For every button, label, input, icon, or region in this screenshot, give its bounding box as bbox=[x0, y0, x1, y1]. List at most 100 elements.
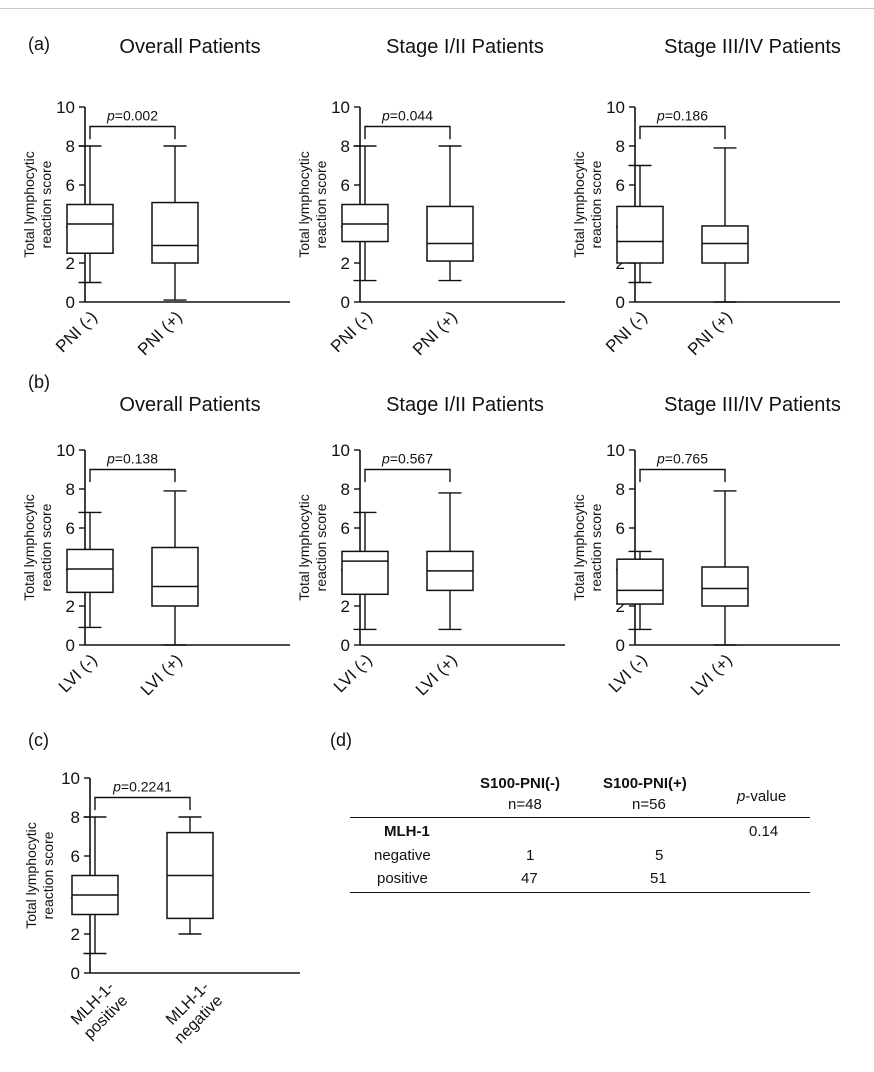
p-value-number: =0.138 bbox=[115, 451, 158, 467]
p-value-number: =0.002 bbox=[115, 108, 158, 124]
cell-positive-pni-neg: 47 bbox=[521, 870, 538, 887]
p-value-symbol: p bbox=[381, 108, 390, 124]
box-iqr bbox=[426, 205, 474, 262]
panel-label-d: (d) bbox=[330, 730, 352, 750]
y-tick-label: 0 bbox=[341, 293, 350, 312]
p-value-symbol: p bbox=[381, 451, 390, 467]
y-axis-title: Total lymphocyticreaction score bbox=[23, 822, 56, 929]
panel-label-c: (c) bbox=[28, 730, 49, 750]
significance-bracket bbox=[94, 796, 191, 811]
significance-bracket bbox=[364, 468, 451, 483]
y-axis-title-line2: reaction score bbox=[313, 503, 329, 591]
p-value-annotation: p=0.765 bbox=[656, 451, 708, 467]
y-tick-label: 2 bbox=[341, 254, 350, 273]
y-tick-label: 6 bbox=[616, 519, 625, 538]
boxplot-b-overall: Total lymphocyticreaction score0246810LV… bbox=[21, 441, 290, 699]
y-axis-title-line1: Total lymphocytic bbox=[21, 151, 37, 258]
p-value-annotation: p=0.567 bbox=[381, 451, 433, 467]
y-axis-title-line2: reaction score bbox=[38, 160, 54, 248]
cell-positive-pni-pos: 51 bbox=[650, 870, 667, 887]
y-tick-label: 0 bbox=[66, 636, 75, 655]
box-iqr bbox=[701, 566, 749, 607]
y-tick-label: 0 bbox=[71, 964, 80, 983]
table-rule-bottom bbox=[350, 892, 810, 893]
box-iqr bbox=[616, 205, 664, 264]
table-rule-top bbox=[350, 817, 810, 818]
y-tick-label: 0 bbox=[616, 636, 625, 655]
x-category-label: PNI (-) bbox=[327, 307, 376, 356]
y-tick-label: 10 bbox=[61, 769, 80, 788]
cell-negative-pni-pos: 5 bbox=[655, 847, 664, 864]
y-tick-label: 6 bbox=[66, 519, 75, 538]
box-iqr bbox=[151, 546, 199, 607]
box-iqr bbox=[701, 225, 749, 264]
p-value-number: =0.765 bbox=[665, 451, 708, 467]
y-tick-label: 8 bbox=[66, 480, 75, 499]
p-value-annotation: p=0.138 bbox=[106, 451, 158, 467]
significance-bracket bbox=[364, 125, 451, 140]
x-category-label: LVI (+) bbox=[137, 650, 186, 699]
y-tick-label: 10 bbox=[606, 98, 625, 117]
col-header-pvalue: p-value bbox=[737, 788, 787, 805]
row-group-label: MLH-1 bbox=[384, 823, 430, 840]
x-category-label: PNI (+) bbox=[409, 307, 461, 359]
y-tick-label: 10 bbox=[56, 441, 75, 460]
y-axis-title: Total lymphocyticreaction score bbox=[296, 494, 329, 601]
panel-label-b: (b) bbox=[28, 372, 50, 392]
y-axis-title-line2: reaction score bbox=[588, 503, 604, 591]
y-tick-label: 2 bbox=[616, 597, 625, 616]
cell-negative-pni-neg: 1 bbox=[526, 847, 535, 864]
row-label-negative: negative bbox=[374, 847, 431, 864]
y-axis-title: Total lymphocyticreaction score bbox=[571, 151, 604, 258]
title-a2: Stage I/II Patients bbox=[386, 36, 544, 58]
y-tick-label: 0 bbox=[341, 636, 350, 655]
y-axis-title: Total lymphocyticreaction score bbox=[21, 494, 54, 601]
panel-label-a: (a) bbox=[28, 34, 50, 54]
y-axis-title-line2: reaction score bbox=[40, 831, 56, 919]
x-category-label: PNI (+) bbox=[684, 307, 736, 359]
x-category-label: MLH-1-negative bbox=[158, 979, 226, 1047]
y-tick-label: 8 bbox=[71, 808, 80, 827]
x-category-label: LVI (+) bbox=[412, 650, 461, 699]
y-tick-label: 2 bbox=[71, 925, 80, 944]
x-category-label: LVI (+) bbox=[687, 650, 736, 699]
y-tick-label: 6 bbox=[616, 176, 625, 195]
x-category-label: LVI (-) bbox=[330, 650, 376, 696]
y-axis-title-line1: Total lymphocytic bbox=[296, 494, 312, 601]
significance-bracket bbox=[639, 125, 726, 140]
y-axis-title-line1: Total lymphocytic bbox=[571, 151, 587, 258]
row-group-pvalue: 0.14 bbox=[749, 823, 779, 840]
p-value-number: =0.186 bbox=[665, 108, 708, 124]
p-value-symbol: p bbox=[112, 779, 121, 795]
y-tick-label: 10 bbox=[56, 98, 75, 117]
box-iqr bbox=[616, 558, 664, 605]
top-divider bbox=[0, 8, 874, 9]
col-sub-pni-pos: n=56 bbox=[632, 796, 666, 813]
boxplot-b-stage12: Total lymphocyticreaction score0246810LV… bbox=[296, 441, 565, 699]
title-b3: Stage III/IV Patients bbox=[664, 394, 841, 416]
y-tick-label: 0 bbox=[66, 293, 75, 312]
y-tick-label: 2 bbox=[341, 597, 350, 616]
y-tick-label: 6 bbox=[71, 847, 80, 866]
significance-bracket bbox=[89, 125, 176, 140]
y-axis-title-line1: Total lymphocytic bbox=[21, 494, 37, 601]
y-axis-title-line1: Total lymphocytic bbox=[571, 494, 587, 601]
boxplot-a-overall: Total lymphocyticreaction score0246810PN… bbox=[21, 98, 290, 359]
x-category-label: LVI (-) bbox=[55, 650, 101, 696]
title-b1: Overall Patients bbox=[119, 394, 261, 416]
y-tick-label: 0 bbox=[616, 293, 625, 312]
boxplot-a-stage12: Total lymphocyticreaction score0246810PN… bbox=[296, 98, 565, 359]
p-value-number: =0.567 bbox=[390, 451, 433, 467]
y-axis-title: Total lymphocyticreaction score bbox=[296, 151, 329, 258]
p-value-annotation: p=0.186 bbox=[656, 108, 708, 124]
col-header-pni-neg: S100-PNI(-) bbox=[480, 775, 561, 792]
significance-bracket bbox=[639, 468, 726, 483]
title-a1: Overall Patients bbox=[119, 36, 261, 58]
title-b2: Stage I/II Patients bbox=[386, 394, 544, 416]
boxplot-c-mlh1: Total lymphocyticreaction score0246810ML… bbox=[23, 769, 300, 1047]
p-value-annotation: p=0.002 bbox=[106, 108, 158, 124]
col-header-pni-pos: S100-PNI(+) bbox=[603, 775, 687, 792]
y-tick-label: 6 bbox=[341, 176, 350, 195]
y-tick-label: 6 bbox=[66, 176, 75, 195]
